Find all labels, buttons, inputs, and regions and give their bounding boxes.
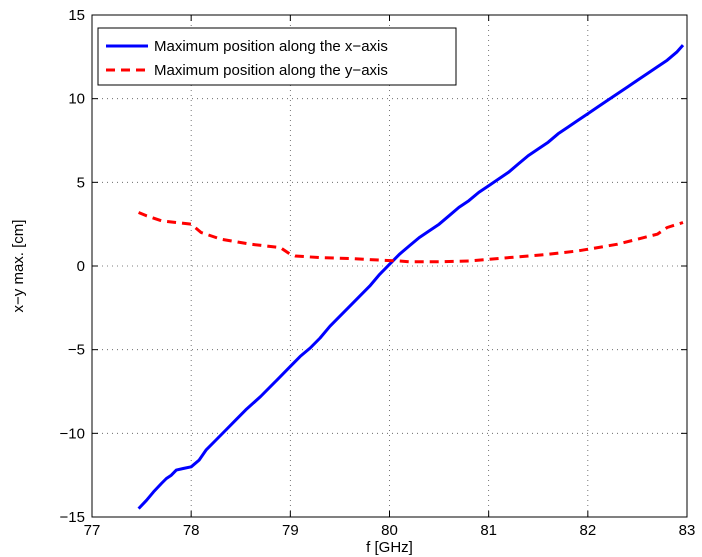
legend-box <box>97 27 457 86</box>
x-axis-label: f [GHz] <box>366 539 413 556</box>
y-tick-label: −10 <box>60 425 85 442</box>
axis-ticks: 77 78 79 80 81 82 83 −15 −10 −5 0 5 10 15 <box>60 7 696 539</box>
y-tick-label: 0 <box>77 258 85 275</box>
x-tick-label: 83 <box>679 522 696 539</box>
legend-label-y-axis: Maximum position along the y−axis <box>154 62 388 79</box>
y-axis-label: x−y max. [cm] <box>10 220 27 313</box>
x-tick-label: 82 <box>579 522 596 539</box>
legend: Maximum position along the x−axis Maximu… <box>97 27 457 86</box>
x-tick-label: 80 <box>381 522 398 539</box>
series-line-0 <box>137 44 685 510</box>
y-tick-label: 15 <box>68 7 85 24</box>
series-layer <box>137 44 685 510</box>
legend-label-x-axis: Maximum position along the x−axis <box>154 38 388 55</box>
y-tick-label: −5 <box>68 342 85 359</box>
x-tick-label: 81 <box>480 522 497 539</box>
series-line-1 <box>138 211 684 264</box>
y-tick-label: 10 <box>68 91 85 108</box>
x-tick-label: 79 <box>282 522 299 539</box>
y-tick-label: 5 <box>77 174 85 191</box>
x-tick-label: 77 <box>84 522 101 539</box>
y-tick-label: −15 <box>60 509 85 526</box>
x-tick-label: 78 <box>183 522 200 539</box>
